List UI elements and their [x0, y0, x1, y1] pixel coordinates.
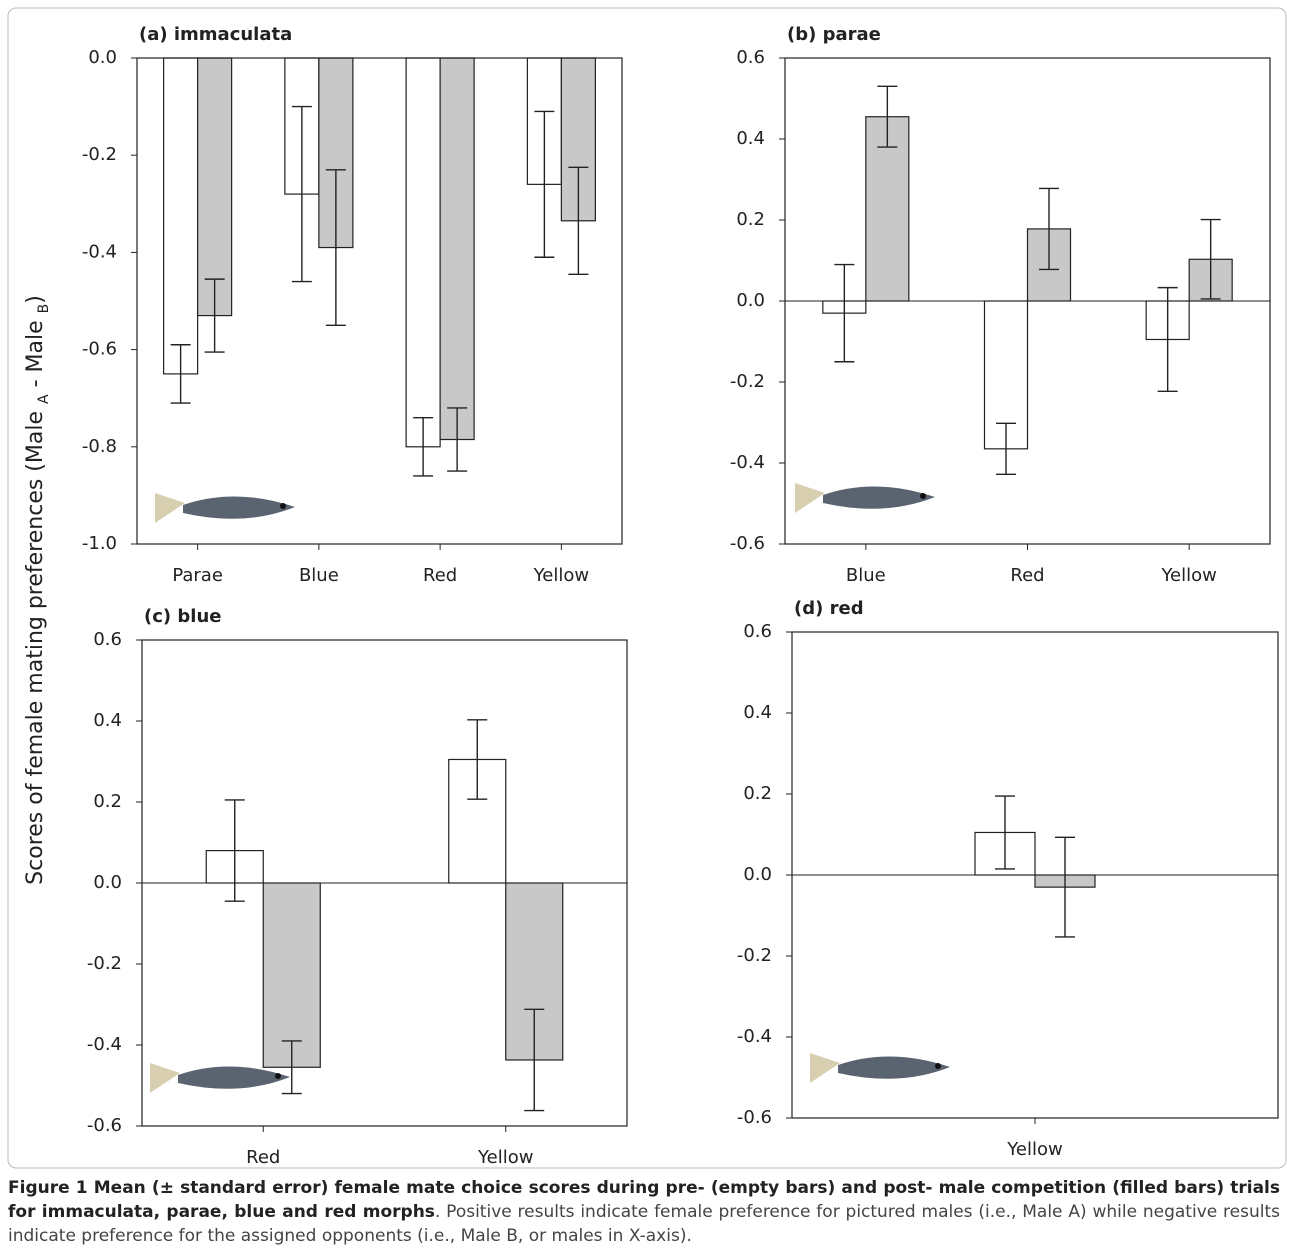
error-bar — [281, 1040, 302, 1095]
y-label-part: - Male — [23, 313, 48, 394]
error-bar — [447, 407, 468, 472]
error-bar — [995, 795, 1015, 870]
fish-eye — [280, 503, 286, 509]
error-bar — [1200, 218, 1221, 300]
x-tick-label: Yellow — [1006, 1139, 1062, 1160]
y-tick-label: -0.4 — [737, 1026, 772, 1047]
error-bar — [834, 263, 855, 363]
y-tick-label: 0.4 — [736, 128, 765, 149]
x-tick-label: Parae — [172, 565, 223, 586]
y-tick-label: -0.4 — [82, 241, 117, 262]
x-tick-label: Red — [246, 1147, 280, 1168]
y-label-part: Scores of female mating preferences (Mal… — [23, 404, 48, 885]
y-tick-label: 0.0 — [93, 872, 122, 893]
error-bar — [1039, 187, 1059, 271]
panel-title: (a) immaculata — [139, 24, 292, 45]
y-tick-label: -0.6 — [737, 1107, 772, 1128]
bar — [439, 57, 475, 441]
fish-icon — [795, 483, 825, 513]
plot-frame — [784, 57, 1271, 545]
y-tick-label: -0.2 — [737, 945, 772, 966]
y-tick-label: -0.4 — [730, 452, 765, 473]
caption-bold: Figure 1 Mean (± standard error) female … — [8, 1178, 1280, 1222]
error-bar — [996, 422, 1016, 476]
error-bar — [291, 105, 312, 283]
bar — [262, 882, 321, 1068]
y-tick-label: -0.6 — [82, 339, 117, 360]
fish-icon — [823, 486, 935, 509]
panel-title: (c) blue — [144, 606, 221, 627]
error-bar — [568, 166, 589, 275]
error-bar — [877, 85, 898, 148]
fish-eye — [920, 493, 926, 499]
x-tick-label: Red — [423, 565, 457, 586]
y-tick-label: 0.4 — [93, 710, 122, 731]
y-tick-label: 0.6 — [736, 47, 765, 68]
y-tick-label: -0.6 — [730, 533, 765, 554]
x-tick-label: Blue — [846, 565, 886, 586]
error-bar — [224, 799, 245, 902]
y-tick-label: -0.6 — [87, 1115, 122, 1136]
error-bar — [1055, 836, 1075, 938]
bar — [197, 57, 233, 317]
y-tick-label: -0.8 — [82, 436, 117, 457]
x-tick-label: Yellow — [477, 1147, 533, 1168]
caption: Figure 1 Mean (± standard error) female … — [8, 1176, 1280, 1248]
y-tick-label: 0.2 — [93, 791, 122, 812]
figure-frame — [7, 7, 1287, 1169]
y-tick-label: -0.2 — [82, 144, 117, 165]
y-tick-label: -0.4 — [87, 1034, 122, 1055]
fish-icon — [150, 1063, 180, 1093]
figure: Scores of female mating preferences (Mal… — [7, 7, 1287, 1169]
error-bar — [170, 344, 191, 404]
error-bar — [413, 416, 434, 477]
fish-icon — [810, 1053, 840, 1083]
x-tick-label: Yellow — [1160, 565, 1216, 586]
y-label-sub: B — [36, 304, 52, 314]
y-tick-label: -1.0 — [82, 533, 117, 554]
y-tick-label: -0.2 — [730, 371, 765, 392]
fish-icon — [178, 1066, 290, 1089]
y-tick-label: 0.2 — [743, 783, 772, 804]
y-label-sub: A — [36, 394, 52, 404]
error-bar — [534, 110, 555, 258]
fish-eye — [275, 1073, 281, 1079]
x-tick-label: Yellow — [533, 565, 589, 586]
bar — [405, 57, 441, 448]
x-tick-label: Red — [1010, 565, 1044, 586]
y-tick-label: 0.4 — [743, 702, 772, 723]
y-tick-label: 0.6 — [743, 621, 772, 642]
plot-frame — [136, 57, 623, 545]
error-bar — [325, 169, 346, 326]
bar — [163, 57, 199, 375]
y-tick-label: -0.2 — [87, 953, 122, 974]
y-tick-label: 0.2 — [736, 209, 765, 230]
y-tick-label: 0.0 — [743, 864, 772, 885]
error-bar — [204, 278, 225, 353]
caption-text: . Positive results indicate female prefe… — [8, 1202, 1280, 1246]
y-tick-label: 0.0 — [736, 290, 765, 311]
plot-frame — [141, 639, 628, 1127]
fish-icon — [183, 496, 295, 519]
x-tick-label: Blue — [299, 565, 339, 586]
error-bar — [1157, 286, 1178, 393]
fish-icon — [155, 493, 185, 523]
panel-title: (d) red — [794, 598, 864, 619]
fish-icon — [838, 1056, 950, 1079]
y-label-part: ) — [23, 295, 48, 304]
error-bar — [467, 719, 488, 800]
y-axis-label: Scores of female mating preferences (Mal… — [23, 295, 52, 885]
y-tick-label: 0.6 — [93, 629, 122, 650]
error-bar — [524, 1008, 545, 1112]
panel-title: (b) parae — [787, 24, 881, 45]
fish-eye — [935, 1063, 941, 1069]
plot-frame — [791, 631, 1279, 1119]
y-tick-label: 0.0 — [88, 47, 117, 68]
